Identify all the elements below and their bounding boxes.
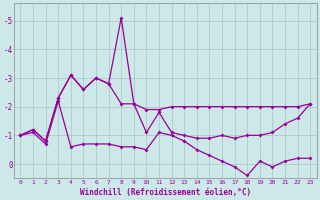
X-axis label: Windchill (Refroidissement éolien,°C): Windchill (Refroidissement éolien,°C) [80, 188, 251, 197]
